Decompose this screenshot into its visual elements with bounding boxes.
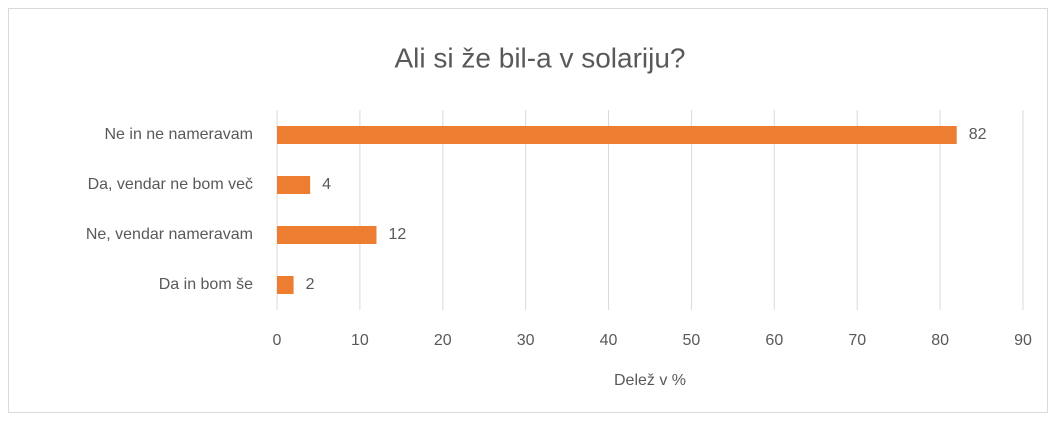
data-label: 12 (388, 226, 406, 243)
x-axis-label: Delež v % (614, 372, 686, 389)
x-tick-label: 10 (351, 332, 369, 349)
x-tick-label: 30 (517, 332, 535, 349)
x-tick-label: 70 (848, 332, 866, 349)
chart-frame (8, 8, 1048, 413)
x-tick-label: 60 (765, 332, 783, 349)
y-tick-label: Ne in ne nameravam (104, 126, 253, 143)
x-tick-label: 0 (273, 332, 282, 349)
data-label: 82 (969, 126, 987, 143)
x-tick-label: 50 (683, 332, 701, 349)
bar (277, 126, 957, 144)
chart-title: Ali si že bil-a v solariju? (395, 42, 686, 73)
y-tick-label: Da, vendar ne bom več (88, 176, 253, 193)
x-tick-label: 20 (434, 332, 452, 349)
data-label: 4 (322, 176, 331, 193)
bar (277, 226, 377, 244)
bar (277, 176, 311, 194)
bar (277, 276, 294, 294)
x-tick-label: 90 (1014, 332, 1032, 349)
x-tick-label: 80 (931, 332, 949, 349)
y-tick-label: Da in bom še (159, 276, 253, 293)
data-label: 2 (306, 276, 315, 293)
y-tick-label: Ne, vendar nameravam (86, 226, 253, 243)
x-tick-label: 40 (600, 332, 618, 349)
